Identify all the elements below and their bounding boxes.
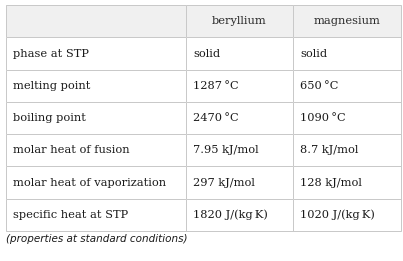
Bar bbox=[6, 70, 186, 102]
Bar bbox=[6, 5, 186, 38]
Bar bbox=[6, 134, 186, 167]
Text: 1090 °C: 1090 °C bbox=[300, 113, 346, 123]
Bar bbox=[186, 5, 293, 38]
Text: 650 °C: 650 °C bbox=[300, 81, 339, 91]
Bar bbox=[293, 134, 401, 167]
Bar bbox=[293, 167, 401, 199]
Text: 7.95 kJ/mol: 7.95 kJ/mol bbox=[193, 145, 259, 155]
Bar bbox=[186, 134, 293, 167]
Bar bbox=[186, 38, 293, 70]
Bar bbox=[186, 167, 293, 199]
Bar bbox=[293, 70, 401, 102]
Bar bbox=[293, 167, 401, 199]
Bar bbox=[6, 134, 186, 167]
Bar bbox=[6, 102, 186, 134]
Text: molar heat of vaporization: molar heat of vaporization bbox=[13, 177, 166, 188]
Text: solid: solid bbox=[193, 49, 220, 59]
Text: 297 kJ/mol: 297 kJ/mol bbox=[193, 177, 255, 188]
Bar bbox=[293, 199, 401, 231]
Text: 1820 J/(kg K): 1820 J/(kg K) bbox=[193, 210, 268, 220]
Text: beryllium: beryllium bbox=[212, 16, 267, 26]
Text: boiling point: boiling point bbox=[13, 113, 86, 123]
Text: 2470 °C: 2470 °C bbox=[193, 113, 239, 123]
Text: (properties at standard conditions): (properties at standard conditions) bbox=[6, 234, 187, 244]
Bar bbox=[293, 102, 401, 134]
Text: 1020 J/(kg K): 1020 J/(kg K) bbox=[300, 210, 375, 220]
Text: 128 kJ/mol: 128 kJ/mol bbox=[300, 177, 362, 188]
Bar bbox=[293, 199, 401, 231]
Text: 1287 °C: 1287 °C bbox=[193, 81, 239, 91]
Bar bbox=[186, 102, 293, 134]
Bar bbox=[186, 5, 293, 38]
Bar bbox=[6, 102, 186, 134]
Bar bbox=[186, 199, 293, 231]
Text: magnesium: magnesium bbox=[314, 16, 380, 26]
Bar bbox=[6, 38, 186, 70]
Bar bbox=[6, 199, 186, 231]
Bar bbox=[293, 134, 401, 167]
Text: phase at STP: phase at STP bbox=[13, 49, 89, 59]
Text: melting point: melting point bbox=[13, 81, 91, 91]
Bar bbox=[293, 38, 401, 70]
Bar bbox=[6, 167, 186, 199]
Bar bbox=[293, 38, 401, 70]
Bar bbox=[6, 5, 186, 38]
Bar bbox=[186, 70, 293, 102]
Text: molar heat of fusion: molar heat of fusion bbox=[13, 145, 130, 155]
Bar bbox=[293, 5, 401, 38]
Bar bbox=[186, 38, 293, 70]
Bar bbox=[186, 102, 293, 134]
Bar bbox=[186, 134, 293, 167]
Text: solid: solid bbox=[300, 49, 328, 59]
Text: specific heat at STP: specific heat at STP bbox=[13, 210, 129, 220]
Bar bbox=[6, 199, 186, 231]
Bar bbox=[6, 38, 186, 70]
Bar bbox=[186, 70, 293, 102]
Bar bbox=[6, 167, 186, 199]
Bar bbox=[293, 102, 401, 134]
Bar bbox=[293, 5, 401, 38]
Bar bbox=[6, 70, 186, 102]
Bar bbox=[186, 167, 293, 199]
Text: 8.7 kJ/mol: 8.7 kJ/mol bbox=[300, 145, 359, 155]
Bar bbox=[186, 199, 293, 231]
Bar bbox=[293, 70, 401, 102]
